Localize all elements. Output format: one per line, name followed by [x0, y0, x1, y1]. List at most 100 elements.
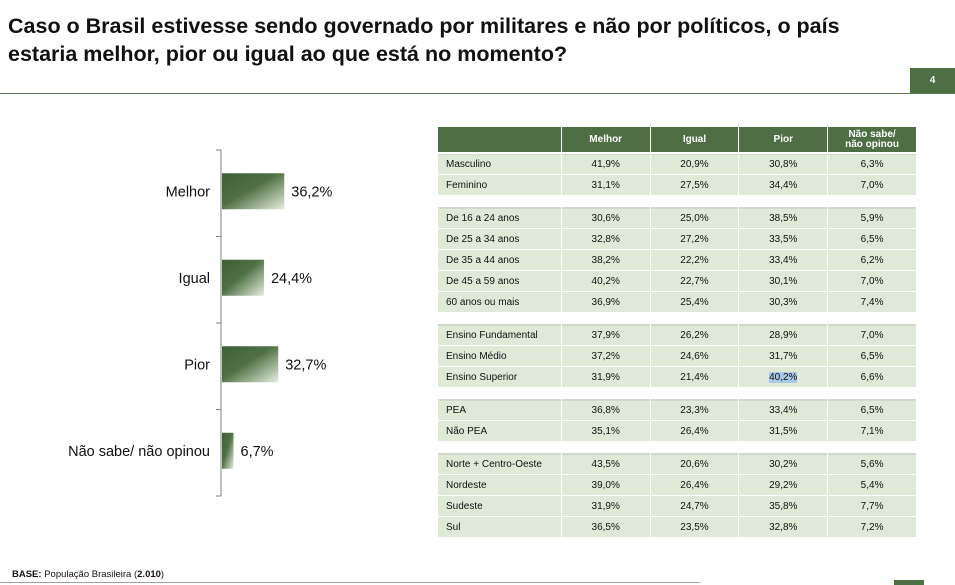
table-cell: 22,7% [650, 271, 739, 292]
cell-value: 7,0% [860, 179, 884, 191]
cell-value: 40,2% [591, 275, 620, 287]
table-cell: 20,9% [650, 154, 739, 175]
row-label: PEA [438, 400, 561, 421]
cell-value: 27,2% [680, 233, 709, 245]
cell-value: 38,2% [591, 254, 620, 266]
cell-value: 25,4% [680, 296, 709, 308]
base-text-pre: População Brasileira ( [41, 569, 138, 580]
table-cell: 24,6% [650, 346, 739, 367]
table-cell: 28,9% [739, 325, 828, 346]
cell-value: 29,2% [769, 479, 798, 491]
table-cell: 26,4% [650, 421, 739, 442]
table-cell: 7,2% [828, 517, 916, 538]
table-cell: 6,3% [828, 154, 916, 175]
table-cell: 37,2% [561, 346, 650, 367]
row-label: Masculino [438, 154, 561, 175]
cell-value: 43,5% [591, 459, 620, 470]
table-cell: 6,5% [828, 229, 916, 250]
row-label: De 16 a 24 anos [438, 208, 561, 229]
table-cell: 35,1% [561, 421, 650, 442]
cell-value: 7,0% [860, 330, 884, 341]
cell-value: 30,3% [769, 296, 798, 308]
spacer-cell [561, 442, 650, 454]
table-row: Ensino Fundamental 37,9% 26,2% 28,9% 7,0% [438, 325, 916, 346]
cell-value: 6,5% [860, 405, 884, 416]
table-cell: 20,6% [650, 454, 739, 475]
spacer-cell [650, 388, 739, 400]
table-row: Sul 36,5% 23,5% 32,8% 7,2% [438, 517, 916, 538]
cell-value: 35,1% [591, 425, 620, 437]
table-cell: 36,9% [561, 292, 650, 313]
cell-value: 30,8% [769, 159, 798, 170]
table-header-row: Melhor Igual Pior Não sabe/ não opinou [438, 127, 916, 154]
table-cell: 22,2% [650, 250, 739, 271]
cell-value: 6,3% [860, 159, 884, 170]
table-cell: 30,2% [739, 454, 828, 475]
table-row: Norte + Centro-Oeste 43,5% 20,6% 30,2% 5,6% [438, 454, 916, 475]
table-row: Não PEA 35,1% 26,4% 31,5% 7,1% [438, 421, 916, 442]
table-cell: 27,5% [650, 175, 739, 196]
bar [222, 259, 264, 296]
table-cell: 6,2% [828, 250, 916, 271]
table-cell: 24,7% [650, 496, 739, 517]
cell-value: 31,1% [591, 179, 620, 191]
page-number-badge: 4 [910, 68, 955, 93]
cell-value: 33,5% [769, 233, 798, 245]
cell-value: 31,5% [769, 425, 798, 437]
cell-value: 30,6% [591, 213, 620, 224]
cell-value: 30,1% [769, 275, 798, 287]
table-cell: 7,0% [828, 271, 916, 292]
table-cell: 6,5% [828, 400, 916, 421]
spacer-cell [739, 442, 828, 454]
cell-value: 31,9% [591, 371, 620, 383]
response-bar-chart: Melhor 36,2% Igual 24,4% Pior 32,7% Não sabe/ … [68, 149, 332, 497]
row-label: De 25 a 34 anos [438, 229, 561, 250]
spacer-cell [438, 442, 561, 454]
table-cell: 40,2% [739, 367, 828, 388]
cell-value: 6,6% [860, 371, 884, 383]
table-cell: 5,9% [828, 208, 916, 229]
crosstab-table: Melhor Igual Pior Não sabe/ não opinou Masc… [437, 127, 917, 538]
table-cell: 31,7% [739, 346, 828, 367]
table-cell: 31,5% [739, 421, 828, 442]
table-row: Nordeste 39,0% 26,4% 29,2% 5,4% [438, 475, 916, 496]
cell-value: 6,2% [860, 254, 884, 266]
cell-value: 31,7% [769, 350, 798, 362]
cell-value: 28,9% [769, 330, 798, 341]
spacer-cell [561, 196, 650, 208]
table-row: De 16 a 24 anos 30,6% 25,0% 38,5% 5,9% [438, 208, 916, 229]
cell-value: 7,1% [860, 425, 884, 437]
table-cell: 30,1% [739, 271, 828, 292]
category-label: Melhor [166, 184, 210, 200]
row-label: De 35 a 44 anos [438, 250, 561, 271]
cell-value: 7,0% [860, 275, 884, 287]
cell-value: 39,0% [591, 479, 620, 491]
table-cell: 31,1% [561, 175, 650, 196]
table-cell: 34,4% [739, 175, 828, 196]
row-label: Ensino Superior [438, 367, 561, 388]
group-spacer [438, 388, 916, 400]
spacer-cell [739, 313, 828, 325]
page-title: Caso o Brasil estivesse sendo governado … [8, 14, 840, 66]
table-cell: 40,2% [561, 271, 650, 292]
cell-value: 37,9% [591, 330, 620, 341]
cell-value: 36,5% [591, 521, 620, 533]
table-cell: 25,4% [650, 292, 739, 313]
table-cell: 26,4% [650, 475, 739, 496]
cell-value: 21,4% [680, 371, 709, 383]
cell-value: 26,2% [680, 330, 709, 341]
row-label: Feminino [438, 175, 561, 196]
cell-value: 30,2% [769, 459, 798, 470]
table-cell: 32,8% [739, 517, 828, 538]
cell-value: 5,9% [860, 213, 884, 224]
cell-value: 26,4% [680, 479, 709, 491]
cell-value: 23,3% [680, 405, 709, 416]
table-cell: 23,5% [650, 517, 739, 538]
cell-value: 20,6% [680, 459, 709, 470]
table-cell: 31,9% [561, 367, 650, 388]
table-cell: 31,9% [561, 496, 650, 517]
group-spacer [438, 196, 916, 208]
bar [222, 432, 234, 469]
table-cell: 38,5% [739, 208, 828, 229]
table-header-cell: Não sabe/ não opinou [828, 127, 916, 154]
